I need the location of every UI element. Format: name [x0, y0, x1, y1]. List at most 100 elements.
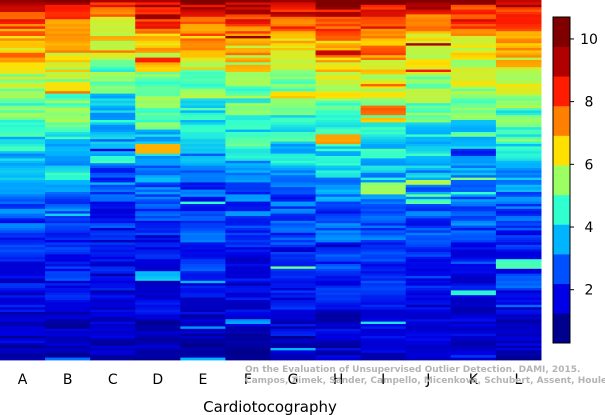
heatmap-cell	[135, 307, 181, 310]
heatmap-cell	[270, 132, 317, 135]
heatmap-cell	[45, 45, 91, 49]
heatmap-cell	[135, 271, 181, 274]
heatmap-cell	[225, 304, 271, 308]
heatmap-cell	[45, 57, 91, 61]
heatmap-cell	[45, 304, 91, 308]
heatmap-cell	[0, 271, 46, 274]
heatmap-cell	[135, 40, 181, 44]
heatmap-cell	[135, 117, 181, 121]
heatmap-cell	[450, 216, 497, 219]
heatmap-cell	[360, 57, 407, 61]
heatmap-cell	[270, 307, 317, 310]
heatmap-cell	[90, 283, 136, 286]
heatmap-cell	[180, 273, 226, 277]
heatmap-cell	[90, 136, 136, 140]
heatmap-cell	[180, 199, 226, 202]
heatmap-cell	[495, 120, 542, 123]
heatmap-cell	[225, 312, 271, 315]
heatmap-cell	[270, 108, 317, 111]
heatmap-cell	[360, 60, 407, 63]
heatmap-cell	[90, 232, 136, 236]
heatmap-cell	[90, 84, 136, 87]
heatmap-cell	[360, 48, 407, 51]
heatmap-cell	[225, 230, 271, 234]
heatmap-cell	[360, 127, 407, 130]
heatmap-cell	[315, 112, 362, 116]
heatmap-cell	[225, 196, 271, 200]
heatmap-cell	[135, 168, 181, 171]
heatmap-cell	[90, 151, 136, 154]
heatmap-cell	[225, 237, 271, 241]
heatmap-cell	[360, 223, 407, 226]
heatmap-cell	[225, 115, 271, 118]
heatmap-cell	[225, 129, 271, 133]
heatmap-cell	[225, 12, 271, 15]
heatmap-cell	[315, 321, 362, 325]
heatmap-cell	[45, 249, 91, 253]
heatmap-cell	[0, 319, 46, 322]
heatmap-cell	[180, 280, 226, 284]
heatmap-cell	[315, 146, 362, 150]
heatmap-cell	[45, 170, 91, 174]
heatmap-cell	[225, 172, 271, 176]
heatmap-cell	[270, 129, 317, 133]
heatmap-cell	[315, 31, 362, 34]
heatmap-cell	[180, 38, 226, 42]
heatmap-cell	[495, 151, 542, 154]
heatmap-cell	[225, 204, 271, 207]
colorbar-band	[553, 76, 570, 107]
heatmap-cell	[495, 300, 542, 303]
heatmap-cell	[135, 151, 181, 154]
heatmap-cell	[225, 175, 271, 178]
heatmap-cell	[45, 86, 91, 90]
heatmap-cell	[225, 60, 271, 63]
heatmap-cell	[225, 206, 271, 210]
heatmap-cell	[45, 312, 91, 315]
heatmap-cell	[90, 165, 136, 169]
heatmap-cell	[405, 184, 452, 188]
heatmap-cell	[360, 2, 407, 6]
heatmap-cell	[135, 156, 181, 159]
heatmap-cell	[495, 52, 542, 56]
heatmap-cell	[180, 115, 226, 118]
heatmap-cell	[45, 28, 91, 32]
heatmap-cell	[225, 340, 271, 344]
heatmap-cell	[315, 211, 362, 214]
heatmap-cell	[450, 187, 497, 190]
heatmap-cell	[90, 76, 136, 80]
heatmap-cell	[315, 122, 362, 126]
heatmap-cell	[405, 319, 452, 322]
heatmap-cell	[90, 189, 136, 193]
heatmap-cell	[180, 357, 226, 361]
heatmap-cell	[90, 271, 136, 274]
heatmap-cell	[135, 100, 181, 104]
heatmap-cell	[405, 156, 452, 159]
heatmap-cell	[360, 264, 407, 267]
heatmap-cell	[495, 103, 542, 106]
heatmap-cell	[495, 139, 542, 142]
heatmap-cell	[225, 0, 271, 3]
heatmap-cell	[360, 285, 407, 289]
heatmap-cell	[450, 7, 497, 10]
heatmap-cell	[270, 304, 317, 308]
heatmap-cell	[45, 204, 91, 207]
heatmap-cell	[90, 144, 136, 147]
heatmap-cell	[405, 91, 452, 94]
heatmap-cell	[405, 79, 452, 82]
heatmap-cell	[135, 206, 181, 210]
heatmap-cell	[225, 276, 271, 279]
heatmap-cell	[135, 19, 181, 22]
heatmap-cell	[225, 21, 271, 25]
heatmap-cell	[495, 28, 542, 32]
heatmap-cell	[405, 177, 452, 181]
heatmap-cell	[450, 232, 497, 236]
heatmap-cell	[90, 216, 136, 219]
heatmap-cell	[0, 249, 46, 253]
heatmap-cell	[405, 297, 452, 301]
heatmap-cell	[45, 343, 91, 346]
heatmap-cell	[90, 302, 136, 306]
heatmap-cell	[450, 252, 497, 255]
heatmap-cell	[360, 204, 407, 207]
heatmap-cell	[495, 12, 542, 15]
heatmap-cell	[135, 115, 181, 118]
